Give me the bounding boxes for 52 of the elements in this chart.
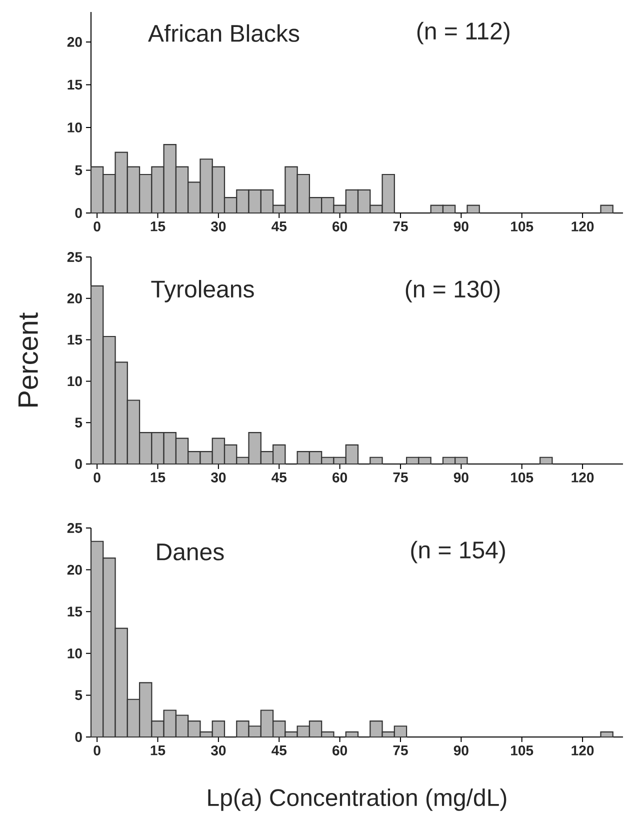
x-tick-label: 105 [511,472,534,482]
text: (n = 130) [406,280,500,302]
x-tick-label: 0 [94,472,100,482]
x-tick-label: 30 [210,222,226,232]
x-tick-label: 90 [454,746,468,756]
chart-title: African Blacks [148,24,300,42]
x-tick-label: 105 [511,222,534,232]
y-tick-label: 5 [75,418,82,428]
chart-subtitle: (n = 112) [417,22,510,44]
x-tick-label: 60 [332,222,348,232]
y-tick-label: 20 [67,36,82,47]
y-tick-label: 0 [75,459,82,469]
text: Danes [157,544,224,560]
x-tick-label: 30 [210,472,226,482]
y-tick-label: 20 [67,564,82,575]
x-tick-label: 75 [393,746,408,756]
y-tick-label: 10 [68,376,82,386]
x-axis-title: Lp(a) Concentration (mg/dL) [208,788,506,811]
y-tick-label: 15 [68,334,82,345]
y-tick-label: 15 [68,606,82,616]
y-tick-label: 25 [67,252,82,262]
x-tick-label: 45 [272,472,287,482]
x-tick-label: 60 [332,746,348,756]
y-tick-label: 5 [75,690,82,700]
y-axis-title: Percent [18,312,38,406]
x-tick-label: 120 [572,472,594,482]
y-tick-label: 0 [75,208,82,218]
x-tick-label: 90 [454,222,468,232]
y-tick-label: 15 [68,80,82,90]
x-tick-label: 75 [393,222,408,232]
x-tick-label: 120 [572,222,594,232]
x-tick-label: 105 [511,746,534,756]
x-tick-label: 45 [272,222,287,232]
text: (n = 154) [411,540,505,564]
y-tick-label: 20 [67,293,82,304]
x-tick-label: 15 [150,222,166,232]
y-tick-label: 25 [67,523,82,533]
y-tick-label: 0 [75,732,82,742]
y-tick-label: 10 [68,648,82,658]
x-tick-label: 75 [393,472,408,482]
x-tick-label: 60 [332,472,348,482]
x-tick-label: 45 [272,746,287,756]
text: Tyroleans [151,280,254,302]
x-tick-label: 0 [94,746,100,756]
y-tick-label: 10 [68,122,82,132]
x-tick-label: 0 [94,222,100,232]
y-tick-label: 5 [75,165,82,176]
x-tick-label: 120 [572,746,594,756]
x-tick-label: 15 [150,472,166,482]
x-tick-label: 15 [150,746,166,756]
x-tick-label: 30 [210,746,226,756]
x-tick-label: 90 [454,472,468,482]
